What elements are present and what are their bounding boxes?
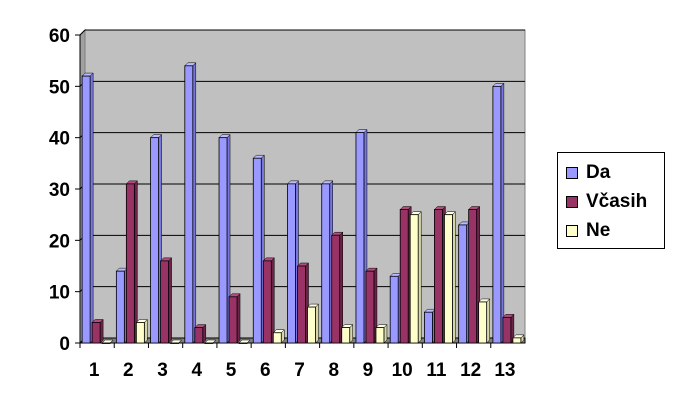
bar-ne-13: [512, 337, 522, 344]
bar-včasih-7: [297, 265, 306, 344]
x-tick-label: 5: [226, 360, 237, 381]
x-tick-label: 10: [392, 360, 413, 381]
y-tick-label: 20: [49, 231, 70, 252]
bar-včasih-2: [125, 183, 135, 344]
x-tick-label: 11: [426, 360, 447, 381]
bar-včasih-4: [194, 327, 204, 344]
x-tick-label: 4: [192, 360, 203, 381]
bar-ne-4: [204, 342, 214, 344]
bar-ne-8: [341, 327, 351, 344]
bar-včasih-1: [91, 322, 101, 344]
legend-swatch-da: [566, 167, 578, 179]
bar-včasih-11: [434, 209, 443, 344]
bar-da-1: [81, 75, 91, 344]
bar-ne-5: [238, 342, 248, 344]
bar-včasih-6: [262, 260, 272, 344]
bar-da-4: [184, 65, 194, 344]
bar-side: [144, 318, 148, 344]
bar-da-6: [252, 157, 262, 344]
bar-ne-3: [170, 342, 179, 344]
bar-side: [271, 257, 275, 344]
legend-swatch-vcasih: [566, 196, 578, 208]
y-tick-label: 0: [59, 334, 70, 355]
bar-ne-1: [101, 342, 111, 344]
bar-side: [486, 298, 490, 344]
bar-da-11: [424, 311, 433, 344]
bar-side: [168, 257, 172, 344]
bar-ne-10: [409, 214, 419, 344]
legend-label-da: Da: [586, 162, 611, 183]
bar-da-3: [150, 137, 159, 344]
bar-ne-11: [444, 214, 453, 344]
bar-side: [192, 62, 197, 344]
bar-ne-12: [478, 301, 488, 344]
bar-včasih-13: [502, 316, 512, 344]
bar-včasih-5: [228, 296, 238, 344]
bar-da-10: [389, 275, 399, 344]
legend-label-vcasih: Včasih: [586, 191, 648, 212]
y-tick-label: 60: [49, 26, 70, 47]
bar-ne-9: [375, 327, 385, 344]
bar-da-5: [218, 137, 228, 344]
x-tick-label: 6: [260, 360, 271, 381]
x-tick-label: 9: [363, 360, 374, 381]
y-tick-label: 10: [49, 283, 70, 304]
bar-da-2: [115, 270, 125, 344]
legend-item-da: Da: [566, 161, 610, 185]
gridline-diag: [79, 29, 86, 36]
bar-da-7: [287, 183, 296, 344]
x-tick-label: 1: [89, 360, 100, 381]
bar-ne-7: [307, 306, 316, 344]
x-tick-label: 12: [460, 360, 481, 381]
x-tick-label: 8: [328, 360, 339, 381]
bar-side: [236, 293, 241, 344]
x-tick-label: 7: [294, 360, 305, 381]
bar-včasih-8: [331, 234, 341, 344]
y-tick-label: 30: [49, 180, 70, 201]
legend-swatch-ne: [566, 225, 578, 237]
bar-ne-2: [135, 322, 145, 344]
x-tick-label: 2: [123, 360, 134, 381]
legend-item-ne: Ne: [566, 219, 610, 243]
bar-ne-6: [272, 332, 282, 344]
x-tick-label: 13: [494, 360, 515, 381]
bar-side: [417, 211, 422, 344]
y-tick-label: 40: [49, 129, 70, 150]
bar-side: [89, 72, 94, 344]
bar-side: [339, 231, 343, 344]
bar-side: [452, 211, 456, 344]
bar-da-13: [492, 85, 502, 344]
legend: Da Včasih Ne: [557, 152, 665, 249]
y-tick-label: 50: [49, 77, 70, 98]
bar-da-9: [355, 132, 365, 344]
x-tick-label: 3: [157, 360, 168, 381]
bar-včasih-3: [160, 260, 169, 344]
bar-včasih-12: [468, 209, 478, 344]
bar-da-12: [458, 224, 468, 344]
bar-včasih-10: [399, 209, 409, 344]
bar-side: [99, 318, 104, 344]
bar-side: [315, 303, 319, 344]
legend-item-vcasih: Včasih: [566, 190, 647, 214]
bar-side: [134, 180, 138, 344]
bar-včasih-9: [365, 270, 375, 344]
bar-side: [500, 82, 505, 344]
legend-label-ne: Ne: [586, 220, 611, 241]
bar-da-8: [321, 183, 331, 344]
